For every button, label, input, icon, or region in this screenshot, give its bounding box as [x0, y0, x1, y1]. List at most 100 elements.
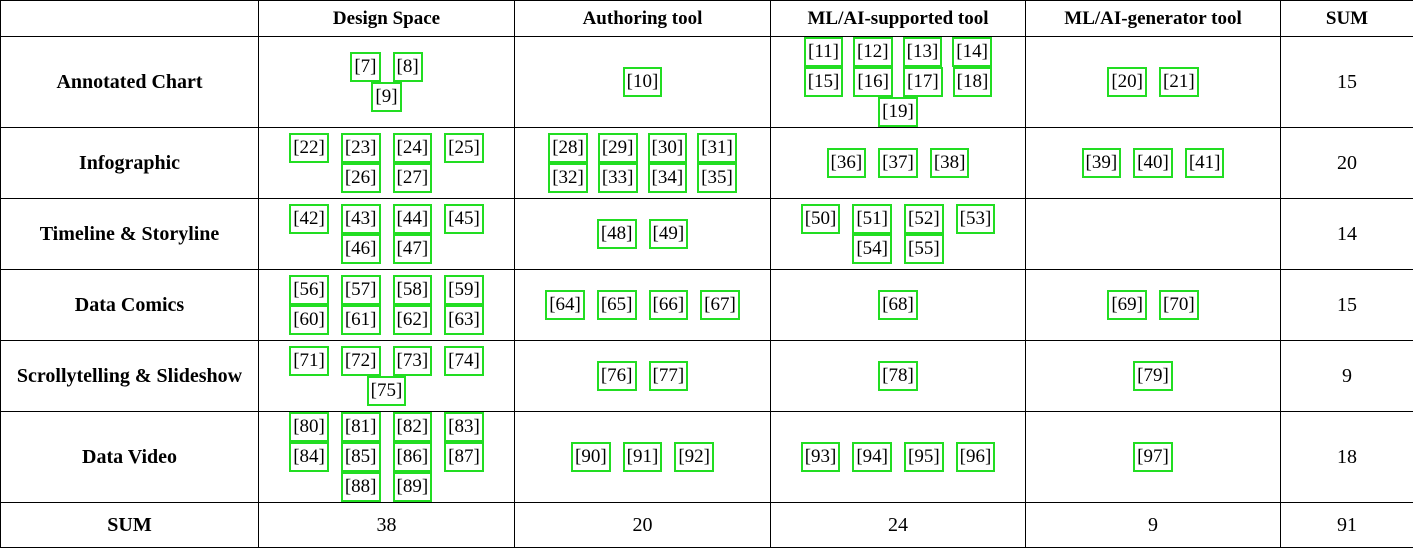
- citation-ref: [27]: [393, 163, 433, 193]
- row-sum: 15: [1281, 270, 1413, 341]
- citation-ref: [34]: [648, 163, 688, 193]
- citation-ref: [86]: [393, 442, 433, 472]
- citation-ref: [20]: [1107, 67, 1147, 97]
- citation-ref: [46]: [341, 234, 381, 264]
- authoring-tool-cell: [48][49]: [515, 199, 771, 270]
- citation-ref: [73]: [393, 346, 433, 376]
- citation-ref: [91]: [623, 442, 663, 472]
- authoring-tool-cell: [10]: [515, 37, 771, 128]
- citation-ref: [21]: [1159, 67, 1199, 97]
- ml-ai-generator-cell: [69][70]: [1026, 270, 1281, 341]
- design-space-cell: [71][72][73][74][75]: [259, 341, 515, 412]
- citation-ref: [42]: [289, 204, 329, 234]
- citation-ref: [23]: [341, 133, 381, 163]
- citation-ref: [11]: [804, 37, 843, 67]
- ml-ai-generator-cell: [79]: [1026, 341, 1281, 412]
- citation-ref: [38]: [930, 148, 970, 178]
- citation-ref: [81]: [341, 412, 381, 442]
- row-sum: 18: [1281, 412, 1413, 503]
- citation-ref: [18]: [953, 67, 993, 97]
- citation-ref: [13]: [903, 37, 943, 67]
- citation-ref: [58]: [393, 275, 433, 305]
- citation-ref: [55]: [904, 234, 944, 264]
- citation-ref: [33]: [598, 163, 638, 193]
- citation-ref: [24]: [393, 133, 433, 163]
- citation-ref: [78]: [878, 361, 918, 391]
- ml-ai-supported-cell: [78]: [771, 341, 1026, 412]
- table-row: Data Video [80][81][82][83][84][85][86][…: [1, 412, 1413, 503]
- header-design-space: Design Space: [259, 1, 515, 37]
- citation-ref: [97]: [1133, 442, 1173, 472]
- citation-ref: [92]: [674, 442, 714, 472]
- row-label: Scrollytelling & Slideshow: [1, 341, 259, 412]
- citation-ref: [40]: [1133, 148, 1173, 178]
- citation-ref: [63]: [444, 305, 484, 335]
- citation-ref: [68]: [878, 290, 918, 320]
- design-space-cell: [56][57][58][59][60][61][62][63]: [259, 270, 515, 341]
- sum-row-label: SUM: [1, 503, 259, 548]
- citation-ref: [45]: [444, 204, 484, 234]
- citation-ref: [25]: [444, 133, 484, 163]
- citation-ref: [88]: [341, 472, 381, 502]
- header-authoring-tool: Authoring tool: [515, 1, 771, 37]
- table-row: Data Comics [56][57][58][59][60][61][62]…: [1, 270, 1413, 341]
- citation-ref: [71]: [289, 346, 329, 376]
- table-row: Annotated Chart [7][8][9] [10] [11][12][…: [1, 37, 1413, 128]
- citation-ref: [52]: [904, 204, 944, 234]
- header-empty: [1, 1, 259, 37]
- citation-ref: [66]: [649, 290, 689, 320]
- citation-ref: [84]: [289, 442, 329, 472]
- citation-ref: [70]: [1159, 290, 1199, 320]
- ml-ai-supported-cell: [93][94][95][96]: [771, 412, 1026, 503]
- citation-ref: [19]: [878, 97, 918, 127]
- authoring-tool-cell: [64][65][66][67]: [515, 270, 771, 341]
- row-label: Annotated Chart: [1, 37, 259, 128]
- citation-ref: [7]: [350, 52, 380, 82]
- ml-ai-generator-cell: [39][40][41]: [1026, 128, 1281, 199]
- sum-total: 91: [1281, 503, 1413, 548]
- citation-ref: [31]: [697, 133, 737, 163]
- citation-ref: [74]: [444, 346, 484, 376]
- ml-ai-supported-cell: [36][37][38]: [771, 128, 1026, 199]
- citation-ref: [8]: [393, 52, 423, 82]
- ml-ai-generator-cell: [20] [21]: [1026, 37, 1281, 128]
- citation-ref: [95]: [904, 442, 944, 472]
- citation-ref: [64]: [545, 290, 585, 320]
- citation-ref: [89]: [393, 472, 433, 502]
- citation-ref: [32]: [548, 163, 588, 193]
- citation-ref: [67]: [700, 290, 740, 320]
- ml-ai-generator-cell: [1026, 199, 1281, 270]
- citation-ref: [50]: [801, 204, 841, 234]
- citation-ref: [35]: [697, 163, 737, 193]
- header-ml-ai-supported: ML/AI-supported tool: [771, 1, 1026, 37]
- table-row: Timeline & Storyline [42][43][44][45][46…: [1, 199, 1413, 270]
- citation-ref: [47]: [393, 234, 433, 264]
- citation-ref: [30]: [648, 133, 688, 163]
- row-sum: 14: [1281, 199, 1413, 270]
- citation-ref: [53]: [956, 204, 996, 234]
- sum-authoring-tool: 20: [515, 503, 771, 548]
- citation-ref: [94]: [852, 442, 892, 472]
- design-space-cell: [80][81][82][83][84][85][86][87][88][89]: [259, 412, 515, 503]
- citation-ref: [9]: [371, 82, 401, 112]
- citation-ref: [26]: [341, 163, 381, 193]
- header-row: Design Space Authoring tool ML/AI-suppor…: [1, 1, 1413, 37]
- citation-ref: [29]: [598, 133, 638, 163]
- citation-ref: [59]: [444, 275, 484, 305]
- citation-ref: [37]: [878, 148, 918, 178]
- citation-ref: [28]: [548, 133, 588, 163]
- sum-row: SUM 38 20 24 9 91: [1, 503, 1413, 548]
- row-label: Data Comics: [1, 270, 259, 341]
- row-label: Data Video: [1, 412, 259, 503]
- sum-ml-ai-generator: 9: [1026, 503, 1281, 548]
- citation-ref: [62]: [393, 305, 433, 335]
- citation-ref: [93]: [801, 442, 841, 472]
- citation-ref: [85]: [341, 442, 381, 472]
- citation-ref: [49]: [649, 219, 689, 249]
- citation-ref: [82]: [393, 412, 433, 442]
- citation-ref: [56]: [289, 275, 329, 305]
- ml-ai-supported-cell: [68]: [771, 270, 1026, 341]
- citation-ref: [41]: [1185, 148, 1225, 178]
- design-space-cell: [7] [8][9]: [259, 37, 515, 128]
- header-ml-ai-generator: ML/AI-generator tool: [1026, 1, 1281, 37]
